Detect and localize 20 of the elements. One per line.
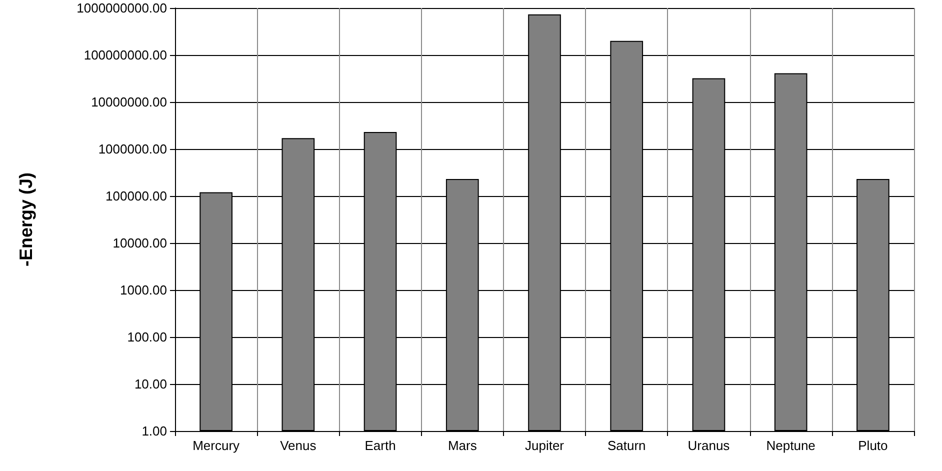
x-tick-label: Pluto bbox=[858, 438, 888, 453]
y-tick-label: 100000.00 bbox=[106, 188, 167, 204]
y-tick-label: 1000000000.00 bbox=[76, 0, 167, 16]
y-tick-label: 100.00 bbox=[127, 330, 167, 344]
x-tick-label: Mercury bbox=[192, 438, 240, 453]
x-tick-label: Mars bbox=[448, 438, 478, 453]
y-tick-label: 1.00 bbox=[142, 424, 167, 438]
x-tick-label: Venus bbox=[280, 438, 317, 453]
y-tick-label: 1000000.00 bbox=[98, 142, 167, 156]
x-tick-label: Uranus bbox=[688, 438, 730, 453]
y-tick-label: 10000.00 bbox=[112, 236, 167, 250]
y-tick-label: 1000.00 bbox=[120, 282, 167, 298]
y-tick-label: 100000000.00 bbox=[84, 48, 167, 62]
x-tick-label: Saturn bbox=[607, 438, 646, 453]
y-tick-label: 10000000.00 bbox=[91, 94, 167, 110]
x-tick-label: Jupiter bbox=[524, 438, 565, 453]
y-axis-title: -Energy (J) bbox=[16, 172, 36, 267]
y-tick-label: 10.00 bbox=[134, 376, 167, 392]
x-tick-label: Earth bbox=[364, 438, 396, 453]
x-tick-label: Neptune bbox=[766, 438, 816, 453]
